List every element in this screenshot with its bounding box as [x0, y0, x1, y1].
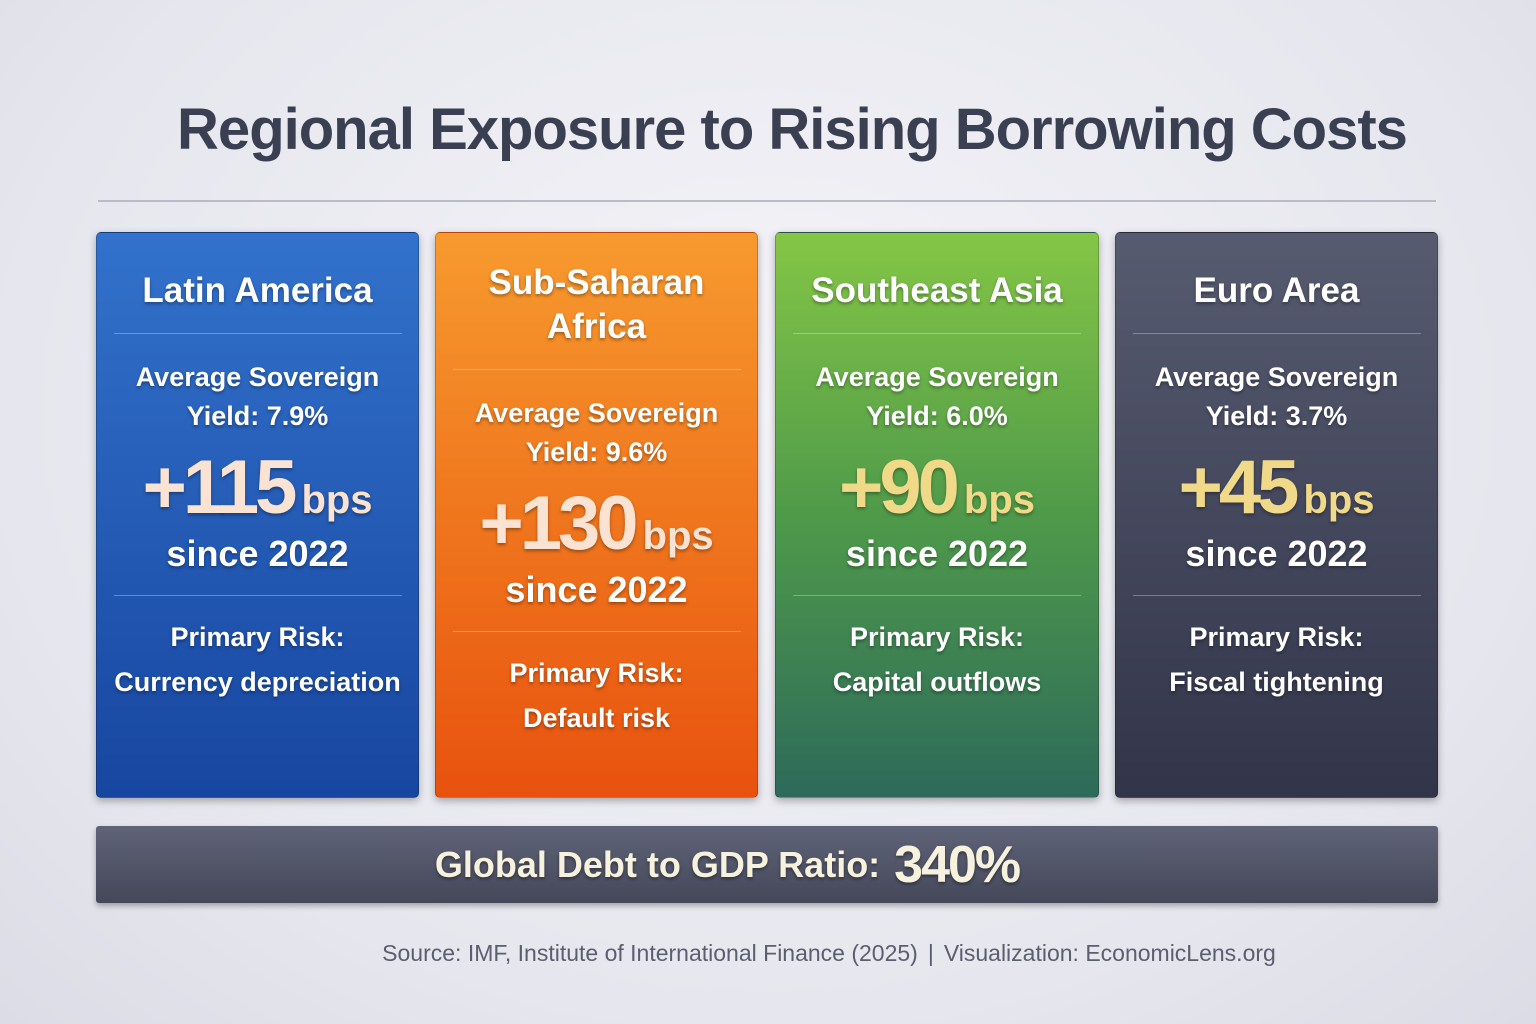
- divider: [793, 595, 1081, 596]
- yield-value: Yield: 7.9%: [186, 401, 329, 431]
- card-sub-saharan-africa: Sub-Saharan Africa Average Sovereign Yie…: [435, 232, 758, 798]
- region-name: Latin America: [142, 271, 373, 310]
- change-value: +90 bps: [839, 444, 1035, 531]
- since-label: since 2022: [505, 569, 688, 610]
- region-name: Southeast Asia: [811, 271, 1063, 310]
- risk-value: Fiscal tightening: [1169, 667, 1384, 697]
- yield-line: Average Sovereign: [135, 362, 380, 392]
- risk-label: Primary Risk:: [170, 622, 345, 652]
- change-value: +45 bps: [1178, 444, 1374, 531]
- title-divider: [98, 200, 1436, 202]
- credit-text: Visualization: EconomicLens.org: [943, 940, 1276, 966]
- risk-label: Primary Risk:: [1189, 622, 1364, 652]
- yield-value: Yield: 9.6%: [525, 437, 668, 467]
- change-unit: bps: [301, 478, 373, 522]
- divider: [793, 333, 1081, 334]
- change-number: +130: [479, 481, 638, 566]
- change-unit: bps: [642, 514, 714, 558]
- global-debt-value: 340%: [894, 835, 1021, 894]
- region-name: Euro Area: [1193, 271, 1360, 310]
- region-name: Sub-Saharan Africa: [488, 263, 705, 346]
- change-value: +130 bps: [479, 480, 713, 567]
- yield-value: Yield: 6.0%: [866, 401, 1008, 431]
- since-label: since 2022: [166, 533, 349, 574]
- source-text: Source: IMF, Institute of International …: [382, 940, 918, 966]
- risk-label: Primary Risk:: [509, 658, 684, 688]
- yield-value: Yield: 3.7%: [1205, 401, 1348, 431]
- divider: [452, 631, 741, 632]
- global-debt-banner: Global Debt to GDP Ratio: 340%: [96, 826, 1438, 903]
- risk-label: Primary Risk:: [849, 622, 1025, 652]
- risk-value: Default risk: [522, 703, 671, 733]
- yield-line: Average Sovereign: [815, 362, 1059, 392]
- change-number: +45: [1178, 445, 1299, 530]
- divider: [1132, 595, 1421, 596]
- risk-value: Currency depreciation: [114, 667, 401, 697]
- change-value: +115 bps: [142, 444, 372, 531]
- page-title: Regional Exposure to Rising Borrowing Co…: [177, 97, 1408, 162]
- change-unit: bps: [1303, 478, 1375, 522]
- change-number: +115: [142, 445, 297, 530]
- card-latin-america: Latin America Average Sovereign Yield: 7…: [96, 232, 419, 798]
- card-euro-area: Euro Area Average Sovereign Yield: 3.7% …: [1115, 232, 1438, 798]
- source-footer: Source: IMF, Institute of International …: [0, 940, 1536, 967]
- divider: [113, 595, 402, 596]
- divider: [1132, 333, 1421, 334]
- divider: [113, 333, 402, 334]
- global-debt-label: Global Debt to GDP Ratio:: [434, 843, 881, 885]
- card-southeast-asia: Southeast Asia Average Sovereign Yield: …: [775, 232, 1099, 798]
- since-label: since 2022: [845, 533, 1029, 574]
- yield-line: Average Sovereign: [474, 398, 719, 428]
- change-unit: bps: [963, 478, 1036, 522]
- change-number: +90: [838, 445, 960, 530]
- yield-line: Average Sovereign: [1154, 362, 1399, 392]
- since-label: since 2022: [1185, 533, 1368, 574]
- divider: [452, 369, 741, 370]
- risk-value: Capital outflows: [832, 667, 1042, 697]
- footer-separator: |: [927, 940, 934, 966]
